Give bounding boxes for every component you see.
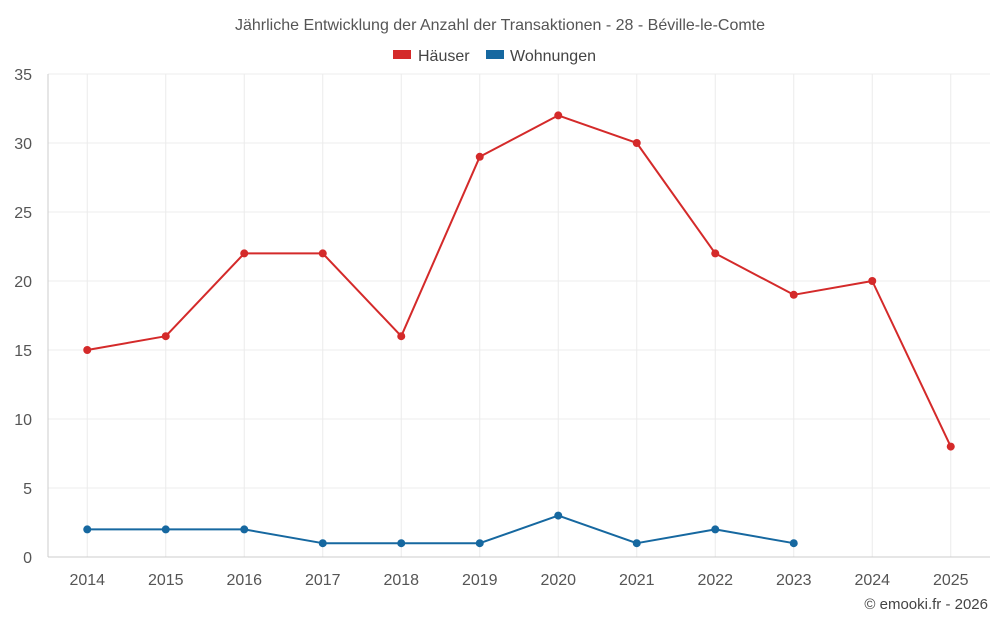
series-line-wohnungen bbox=[87, 514, 794, 545]
x-tick-label: 2023 bbox=[776, 572, 812, 589]
x-tick-label: 2020 bbox=[540, 572, 576, 589]
x-tick-label: 2017 bbox=[305, 572, 341, 589]
data-point-haeuser[interactable] bbox=[711, 249, 720, 258]
x-tick-label: 2025 bbox=[933, 572, 969, 589]
x-tick-label: 2021 bbox=[619, 572, 655, 589]
chart-title: Jährliche Entwicklung der Anzahl der Tra… bbox=[235, 17, 765, 34]
x-tick-label: 2016 bbox=[226, 572, 262, 589]
series bbox=[83, 111, 955, 548]
data-point-wohnungen[interactable] bbox=[240, 525, 249, 534]
x-tick-label: 2018 bbox=[383, 572, 419, 589]
x-tick-label: 2019 bbox=[462, 572, 498, 589]
gridlines bbox=[48, 73, 990, 557]
data-point-wohnungen[interactable] bbox=[318, 539, 327, 548]
x-tick-label: 2014 bbox=[69, 572, 105, 589]
x-tick-label: 2022 bbox=[697, 572, 733, 589]
y-tick-label: 35 bbox=[14, 67, 32, 84]
data-point-wohnungen[interactable] bbox=[161, 525, 170, 534]
data-point-haeuser[interactable] bbox=[789, 290, 798, 299]
y-tick-label: 20 bbox=[14, 274, 32, 291]
y-tick-label: 10 bbox=[14, 412, 32, 429]
data-point-haeuser[interactable] bbox=[318, 249, 327, 258]
data-point-haeuser[interactable] bbox=[632, 139, 641, 147]
data-point-haeuser[interactable] bbox=[946, 442, 955, 451]
data-point-haeuser[interactable] bbox=[240, 249, 249, 258]
legend-swatch-wohnungen bbox=[486, 50, 504, 59]
data-point-haeuser[interactable] bbox=[83, 346, 92, 354]
data-point-wohnungen[interactable] bbox=[711, 525, 720, 534]
data-point-wohnungen[interactable] bbox=[475, 539, 484, 548]
data-point-haeuser[interactable] bbox=[397, 332, 406, 341]
data-point-wohnungen[interactable] bbox=[632, 539, 641, 548]
data-point-haeuser[interactable] bbox=[868, 277, 877, 285]
legend: Häuser Wohnungen bbox=[393, 48, 596, 65]
data-point-wohnungen[interactable] bbox=[789, 539, 798, 548]
data-point-haeuser[interactable] bbox=[475, 152, 484, 161]
x-tick-label: 2024 bbox=[854, 572, 890, 589]
data-point-wohnungen[interactable] bbox=[83, 525, 92, 534]
data-point-wohnungen[interactable] bbox=[397, 539, 406, 548]
y-tick-label: 30 bbox=[14, 136, 32, 153]
data-point-haeuser[interactable] bbox=[554, 111, 563, 120]
legend-label-wohnungen[interactable]: Wohnungen bbox=[510, 48, 596, 65]
x-tick-label: 2015 bbox=[148, 572, 184, 589]
data-point-wohnungen[interactable] bbox=[554, 511, 563, 520]
y-tick-label: 25 bbox=[14, 205, 32, 222]
data-point-haeuser[interactable] bbox=[161, 332, 170, 341]
y-tick-label: 15 bbox=[14, 343, 32, 360]
credit-text: © emooki.fr - 2026 bbox=[864, 596, 988, 613]
y-tick-label: 5 bbox=[23, 481, 32, 498]
y-tick-label: 0 bbox=[23, 550, 32, 567]
series-line-haeuser bbox=[87, 114, 952, 448]
legend-label-haeuser[interactable]: Häuser bbox=[418, 48, 470, 65]
legend-swatch-haeuser bbox=[393, 50, 411, 59]
